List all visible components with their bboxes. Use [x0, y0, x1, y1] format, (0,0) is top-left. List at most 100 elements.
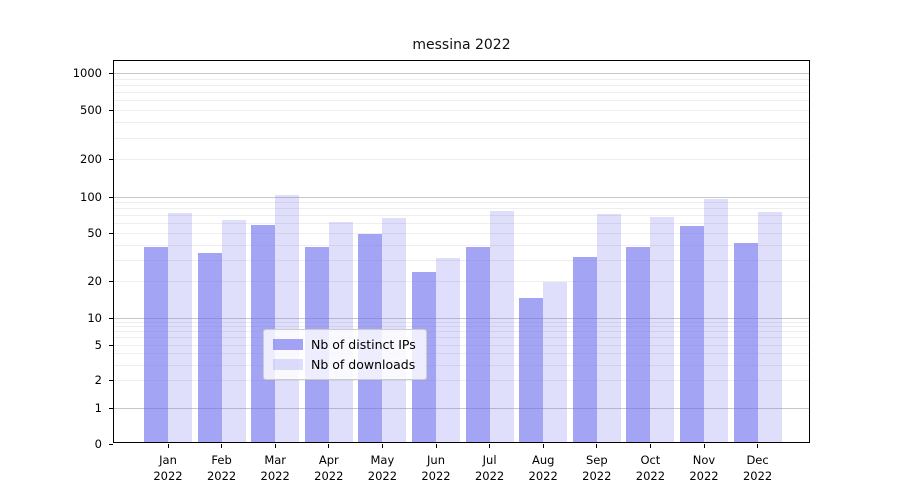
grid-line [114, 159, 809, 161]
y-tick-label: 20 [87, 274, 102, 289]
grid-line [114, 122, 809, 124]
bar-downloads-mar [275, 195, 300, 442]
grid-line [114, 110, 809, 112]
x-tick-label: May 2022 [367, 453, 398, 483]
y-tick-label: 50 [87, 225, 102, 240]
grid-line [114, 73, 809, 74]
bar-downloads-oct [650, 216, 675, 442]
y-tick-mark [108, 110, 113, 112]
x-tick-mark [381, 444, 383, 448]
x-tick-mark [596, 444, 598, 448]
bar-distinct-ips-sep [572, 256, 597, 442]
grid-line [114, 259, 809, 261]
grid-line [114, 344, 809, 346]
grid-line [114, 321, 809, 323]
grid-line [114, 137, 809, 139]
grid-line [114, 244, 809, 246]
bar-distinct-ips-oct [626, 247, 651, 442]
grid-line [114, 196, 809, 198]
bar-downloads-jan [168, 213, 192, 442]
y-tick-label: 200 [80, 152, 102, 167]
y-tick-label: 1000 [72, 66, 102, 80]
legend-item-distinct-ips: Nb of distinct IPs [273, 337, 416, 352]
grid-line [114, 317, 809, 319]
y-tick-mark [108, 407, 113, 409]
bar-distinct-ips-dec [733, 243, 758, 442]
x-tick-mark [703, 444, 705, 448]
grid-line [114, 208, 809, 210]
chart-title: messina 2022 [412, 37, 511, 53]
x-tick-mark [328, 444, 330, 448]
y-tick-mark [108, 344, 113, 346]
legend-item-downloads: Nb of downloads [273, 357, 416, 372]
x-tick-mark [757, 444, 759, 448]
grid-line [114, 353, 809, 355]
x-tick-label: Aug 2022 [528, 453, 558, 483]
x-tick-label: Jun 2022 [421, 453, 451, 483]
x-tick-label: Feb 2022 [206, 453, 237, 483]
x-tick-label: Jul 2022 [474, 453, 505, 483]
y-tick-label: 1 [94, 400, 102, 415]
y-tick-label: 0 [94, 436, 102, 451]
y-tick-label: 2 [94, 373, 102, 388]
x-tick-mark [649, 444, 651, 448]
grid-line [114, 364, 809, 366]
y-tick-mark [108, 281, 113, 283]
y-tick-mark [108, 232, 113, 234]
bar-downloads-sep [596, 213, 621, 442]
grid-line [114, 223, 809, 225]
y-tick-mark [108, 317, 113, 319]
grid-line [114, 215, 809, 217]
x-tick-label: Jan 2022 [153, 453, 183, 483]
grid-line [114, 407, 809, 409]
y-tick-label: 100 [80, 189, 102, 204]
bar-distinct-ips-jul [465, 247, 490, 442]
grid-line [114, 337, 809, 339]
x-tick-mark [167, 444, 169, 448]
grid-line [114, 202, 809, 204]
plot-area: 0 1 2 5 10 20 50 100 200 500 1000 Jan 2022 Feb 2022 Mar… [73, 60, 810, 483]
bar-distinct-ips-feb [197, 253, 222, 442]
bar-downloads-jul [489, 210, 514, 442]
x-tick-label: Mar 2022 [260, 453, 290, 483]
grid-line [114, 380, 809, 382]
grid-line [114, 232, 809, 234]
grid-line [114, 84, 809, 86]
bar-downloads-dec [757, 211, 782, 442]
grid-line [114, 92, 809, 94]
y-tick-mark [108, 380, 113, 382]
y-tick-label: 5 [94, 337, 102, 352]
y-tick-mark [108, 159, 113, 161]
x-tick-mark [435, 444, 437, 448]
grid-line [114, 331, 809, 333]
bar-distinct-ips-nov [680, 226, 704, 442]
bar-downloads-aug [543, 282, 568, 442]
bar-downloads-nov [704, 199, 728, 442]
legend-swatch-distinct-ips [273, 339, 303, 350]
bar-downloads-feb [221, 220, 246, 442]
y-tick-mark [108, 73, 113, 74]
grid-line [114, 281, 809, 283]
y-tick-label: 10 [87, 310, 102, 325]
grid-line [114, 100, 809, 102]
x-tick-mark [274, 444, 276, 448]
legend-swatch-downloads [273, 359, 303, 370]
x-tick-mark [542, 444, 544, 448]
x-tick-label: Nov 2022 [689, 453, 719, 483]
y-tick-label: 500 [80, 103, 102, 118]
grid-line [114, 326, 809, 328]
legend: Nb of distinct IPs Nb of downloads [263, 329, 427, 380]
x-tick-label: Sep 2022 [582, 453, 612, 483]
grid-line [114, 78, 809, 80]
bar-distinct-ips-jan [144, 247, 168, 442]
x-tick-label: Dec 2022 [742, 453, 773, 483]
y-tick-mark [108, 196, 113, 198]
y-tick-mark [108, 443, 113, 445]
x-tick-label: Oct 2022 [635, 453, 666, 483]
x-tick-label: Apr 2022 [314, 453, 344, 483]
x-tick-mark [489, 444, 491, 448]
bar-downloads-jun [436, 258, 460, 442]
x-tick-mark [221, 444, 223, 448]
legend-label-downloads: Nb of downloads [311, 357, 416, 372]
